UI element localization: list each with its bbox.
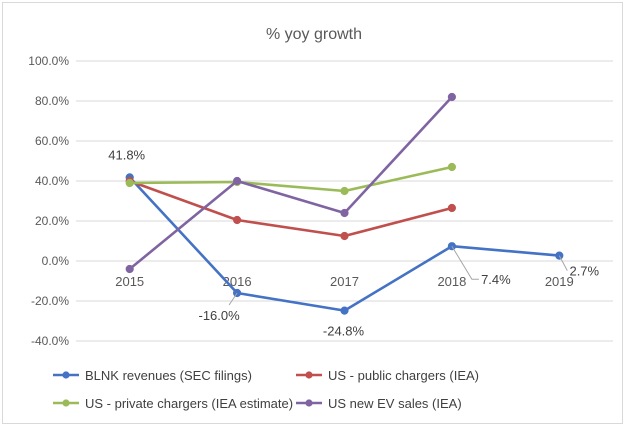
series-line — [128, 179, 454, 238]
legend-item-us-public-chargers-iea: US - public chargers (IEA) — [296, 368, 479, 383]
y-tick-label: -40.0% — [31, 334, 69, 348]
legend-swatch-marker — [305, 399, 313, 407]
series-us-new-ev-sales-iea — [125, 92, 456, 274]
data-label: -24.8% — [323, 324, 365, 339]
legend-label: US - private chargers (IEA estimate) — [85, 396, 293, 411]
chart-frame: % yoy growth 100.0% 80.0% 60.0% 40.0% 20.0% 0… — [2, 2, 623, 424]
y-tick-label: 100.0% — [28, 54, 69, 68]
y-tick-label: 20.0% — [35, 214, 69, 228]
data-labels: 41.8% -16.0% -24.8% 7.4% 2.7% — [108, 147, 599, 338]
data-point — [340, 208, 349, 218]
y-tick-label: 40.0% — [35, 174, 69, 188]
x-axis-tick-labels: 2015 2016 2017 2018 2019 — [115, 274, 574, 289]
data-point — [125, 178, 134, 188]
data-label: 7.4% — [481, 272, 511, 287]
y-tick-label: 80.0% — [35, 94, 69, 108]
data-point — [447, 242, 456, 251]
y-tick-label: -20.0% — [31, 294, 69, 308]
data-point — [340, 186, 349, 196]
legend-swatch-marker — [62, 371, 70, 379]
data-point — [233, 215, 242, 225]
y-axis-tick-labels: 100.0% 80.0% 60.0% 40.0% 20.0% 0.0% -20.0% -40.… — [28, 54, 69, 348]
data-point — [447, 162, 456, 172]
series-us-private-chargers-iea-estimate — [125, 162, 456, 196]
data-point — [447, 203, 456, 213]
legend-label: US - public chargers (IEA) — [328, 368, 479, 383]
legend-label: US new EV sales (IEA) — [328, 396, 462, 411]
data-point — [340, 231, 349, 241]
legend-item-us-private-chargers-iea-estimate: US - private chargers (IEA estimate) — [53, 396, 293, 411]
y-tick-label: 0.0% — [42, 254, 70, 268]
series-lines — [125, 92, 564, 315]
leader-line — [558, 255, 568, 271]
chart-title: % yoy growth — [266, 26, 362, 43]
series-line — [128, 165, 454, 193]
x-tick-label: 2018 — [437, 274, 466, 289]
legend-item-us-new-ev-sales-iea: US new EV sales (IEA) — [296, 396, 462, 411]
chart-svg: % yoy growth 100.0% 80.0% 60.0% 40.0% 20.0% 0… — [28, 26, 613, 411]
data-label: 41.8% — [108, 147, 145, 162]
data-label: -16.0% — [198, 308, 240, 323]
series-line — [128, 176, 561, 312]
x-tick-label: 2017 — [330, 274, 359, 289]
data-point — [233, 176, 242, 186]
x-tick-label: 2015 — [115, 274, 144, 289]
leader-line — [451, 245, 479, 280]
series-line — [128, 95, 454, 271]
gridlines — [76, 60, 613, 342]
legend-swatch-marker — [62, 399, 70, 407]
data-point — [340, 306, 349, 315]
data-point — [447, 92, 456, 102]
y-tick-label: 60.0% — [35, 134, 69, 148]
x-tick-label: 2019 — [545, 274, 574, 289]
data-label: 2.7% — [569, 264, 599, 279]
leader-line — [228, 292, 238, 306]
legend-label: BLNK revenues (SEC filings) — [85, 368, 252, 383]
legend: BLNK revenues (SEC filings) US - public c… — [53, 368, 479, 411]
data-point — [125, 264, 134, 274]
legend-swatch-marker — [305, 371, 313, 379]
legend-item-blnk-revenues-sec-filings: BLNK revenues (SEC filings) — [53, 368, 252, 383]
